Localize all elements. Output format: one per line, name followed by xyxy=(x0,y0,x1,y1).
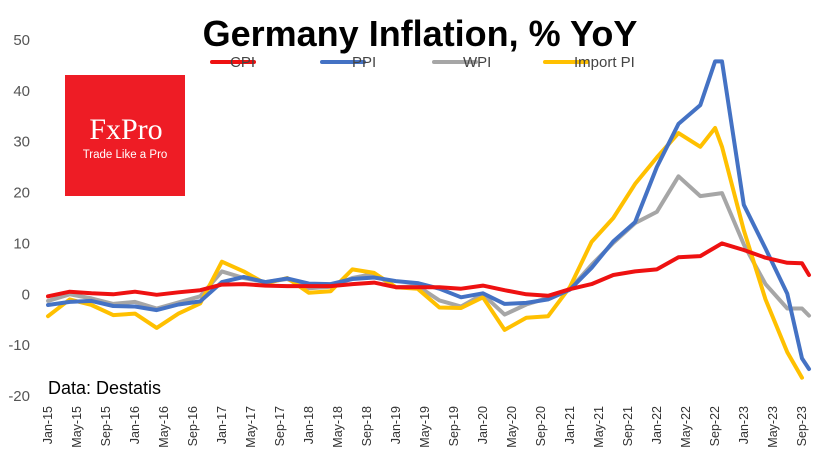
fxpro-logo-background xyxy=(65,75,185,196)
x-tick-label: Sep-23 xyxy=(795,406,809,446)
x-tick-label: Sep-22 xyxy=(708,406,722,446)
y-tick-label: 30 xyxy=(13,134,30,151)
y-tick-label: 20 xyxy=(13,185,30,202)
fxpro-logo-tagline: Trade Like a Pro xyxy=(83,149,168,161)
x-tick-label: Jan-20 xyxy=(476,406,490,444)
legend: CPI PPI WPI Import PI xyxy=(210,54,635,71)
x-tick-label: Sep-16 xyxy=(186,406,200,446)
x-tick-label: Sep-21 xyxy=(621,406,635,446)
legend-label-ppi: PPI xyxy=(352,54,376,71)
chart-title: Germany Inflation, % YoY xyxy=(203,13,638,54)
x-axis: Jan-15 May-15 Sep-15 Jan-16 May-16 Sep-16 Jan-… xyxy=(41,406,809,448)
y-tick-label: -20 xyxy=(8,388,30,405)
x-tick-label: Sep-17 xyxy=(273,406,287,446)
series-line-import-pi xyxy=(46,126,804,380)
series-lines xyxy=(46,59,811,380)
x-tick-label: Jan-15 xyxy=(41,406,55,444)
x-tick-label: Jan-17 xyxy=(215,406,229,444)
x-tick-label: May-21 xyxy=(592,406,606,448)
x-tick-label: May-19 xyxy=(418,406,432,448)
series-line-ppi xyxy=(46,59,811,371)
y-tick-label: 40 xyxy=(13,83,30,100)
series-line-cpi xyxy=(46,241,811,299)
x-tick-label: Jan-23 xyxy=(737,406,751,444)
x-tick-label: Jan-22 xyxy=(650,406,664,444)
x-tick-label: May-17 xyxy=(244,406,258,448)
legend-label-cpi: CPI xyxy=(230,54,255,71)
fxpro-logo: FxPro Trade Like a Pro xyxy=(65,75,185,196)
fxpro-logo-name: FxPro xyxy=(89,113,162,146)
x-tick-label: Sep-19 xyxy=(447,406,461,446)
y-tick-label: -10 xyxy=(8,337,30,354)
series-line-wpi xyxy=(46,174,811,318)
y-axis: -20 -10 0 10 20 30 40 50 xyxy=(8,32,30,405)
x-tick-label: Sep-15 xyxy=(99,406,113,446)
data-source-label: Data: Destatis xyxy=(48,378,161,398)
x-tick-label: Jan-18 xyxy=(302,406,316,444)
x-tick-label: Sep-18 xyxy=(360,406,374,446)
x-tick-label: Jan-19 xyxy=(389,406,403,444)
x-tick-label: Jan-21 xyxy=(563,406,577,444)
x-tick-label: Jan-16 xyxy=(128,406,142,444)
x-tick-label: May-20 xyxy=(505,406,519,448)
x-tick-label: May-23 xyxy=(766,406,780,448)
x-tick-label: May-15 xyxy=(70,406,84,448)
legend-label-wpi: WPI xyxy=(463,54,491,71)
x-tick-label: May-18 xyxy=(331,406,345,448)
x-tick-label: Sep-20 xyxy=(534,406,548,446)
legend-label-import-pi: Import PI xyxy=(574,54,635,71)
y-tick-label: 0 xyxy=(22,286,30,303)
x-tick-label: May-22 xyxy=(679,406,693,448)
x-tick-label: May-16 xyxy=(157,406,171,448)
y-tick-label: 10 xyxy=(13,235,30,252)
y-tick-label: 50 xyxy=(13,32,30,49)
